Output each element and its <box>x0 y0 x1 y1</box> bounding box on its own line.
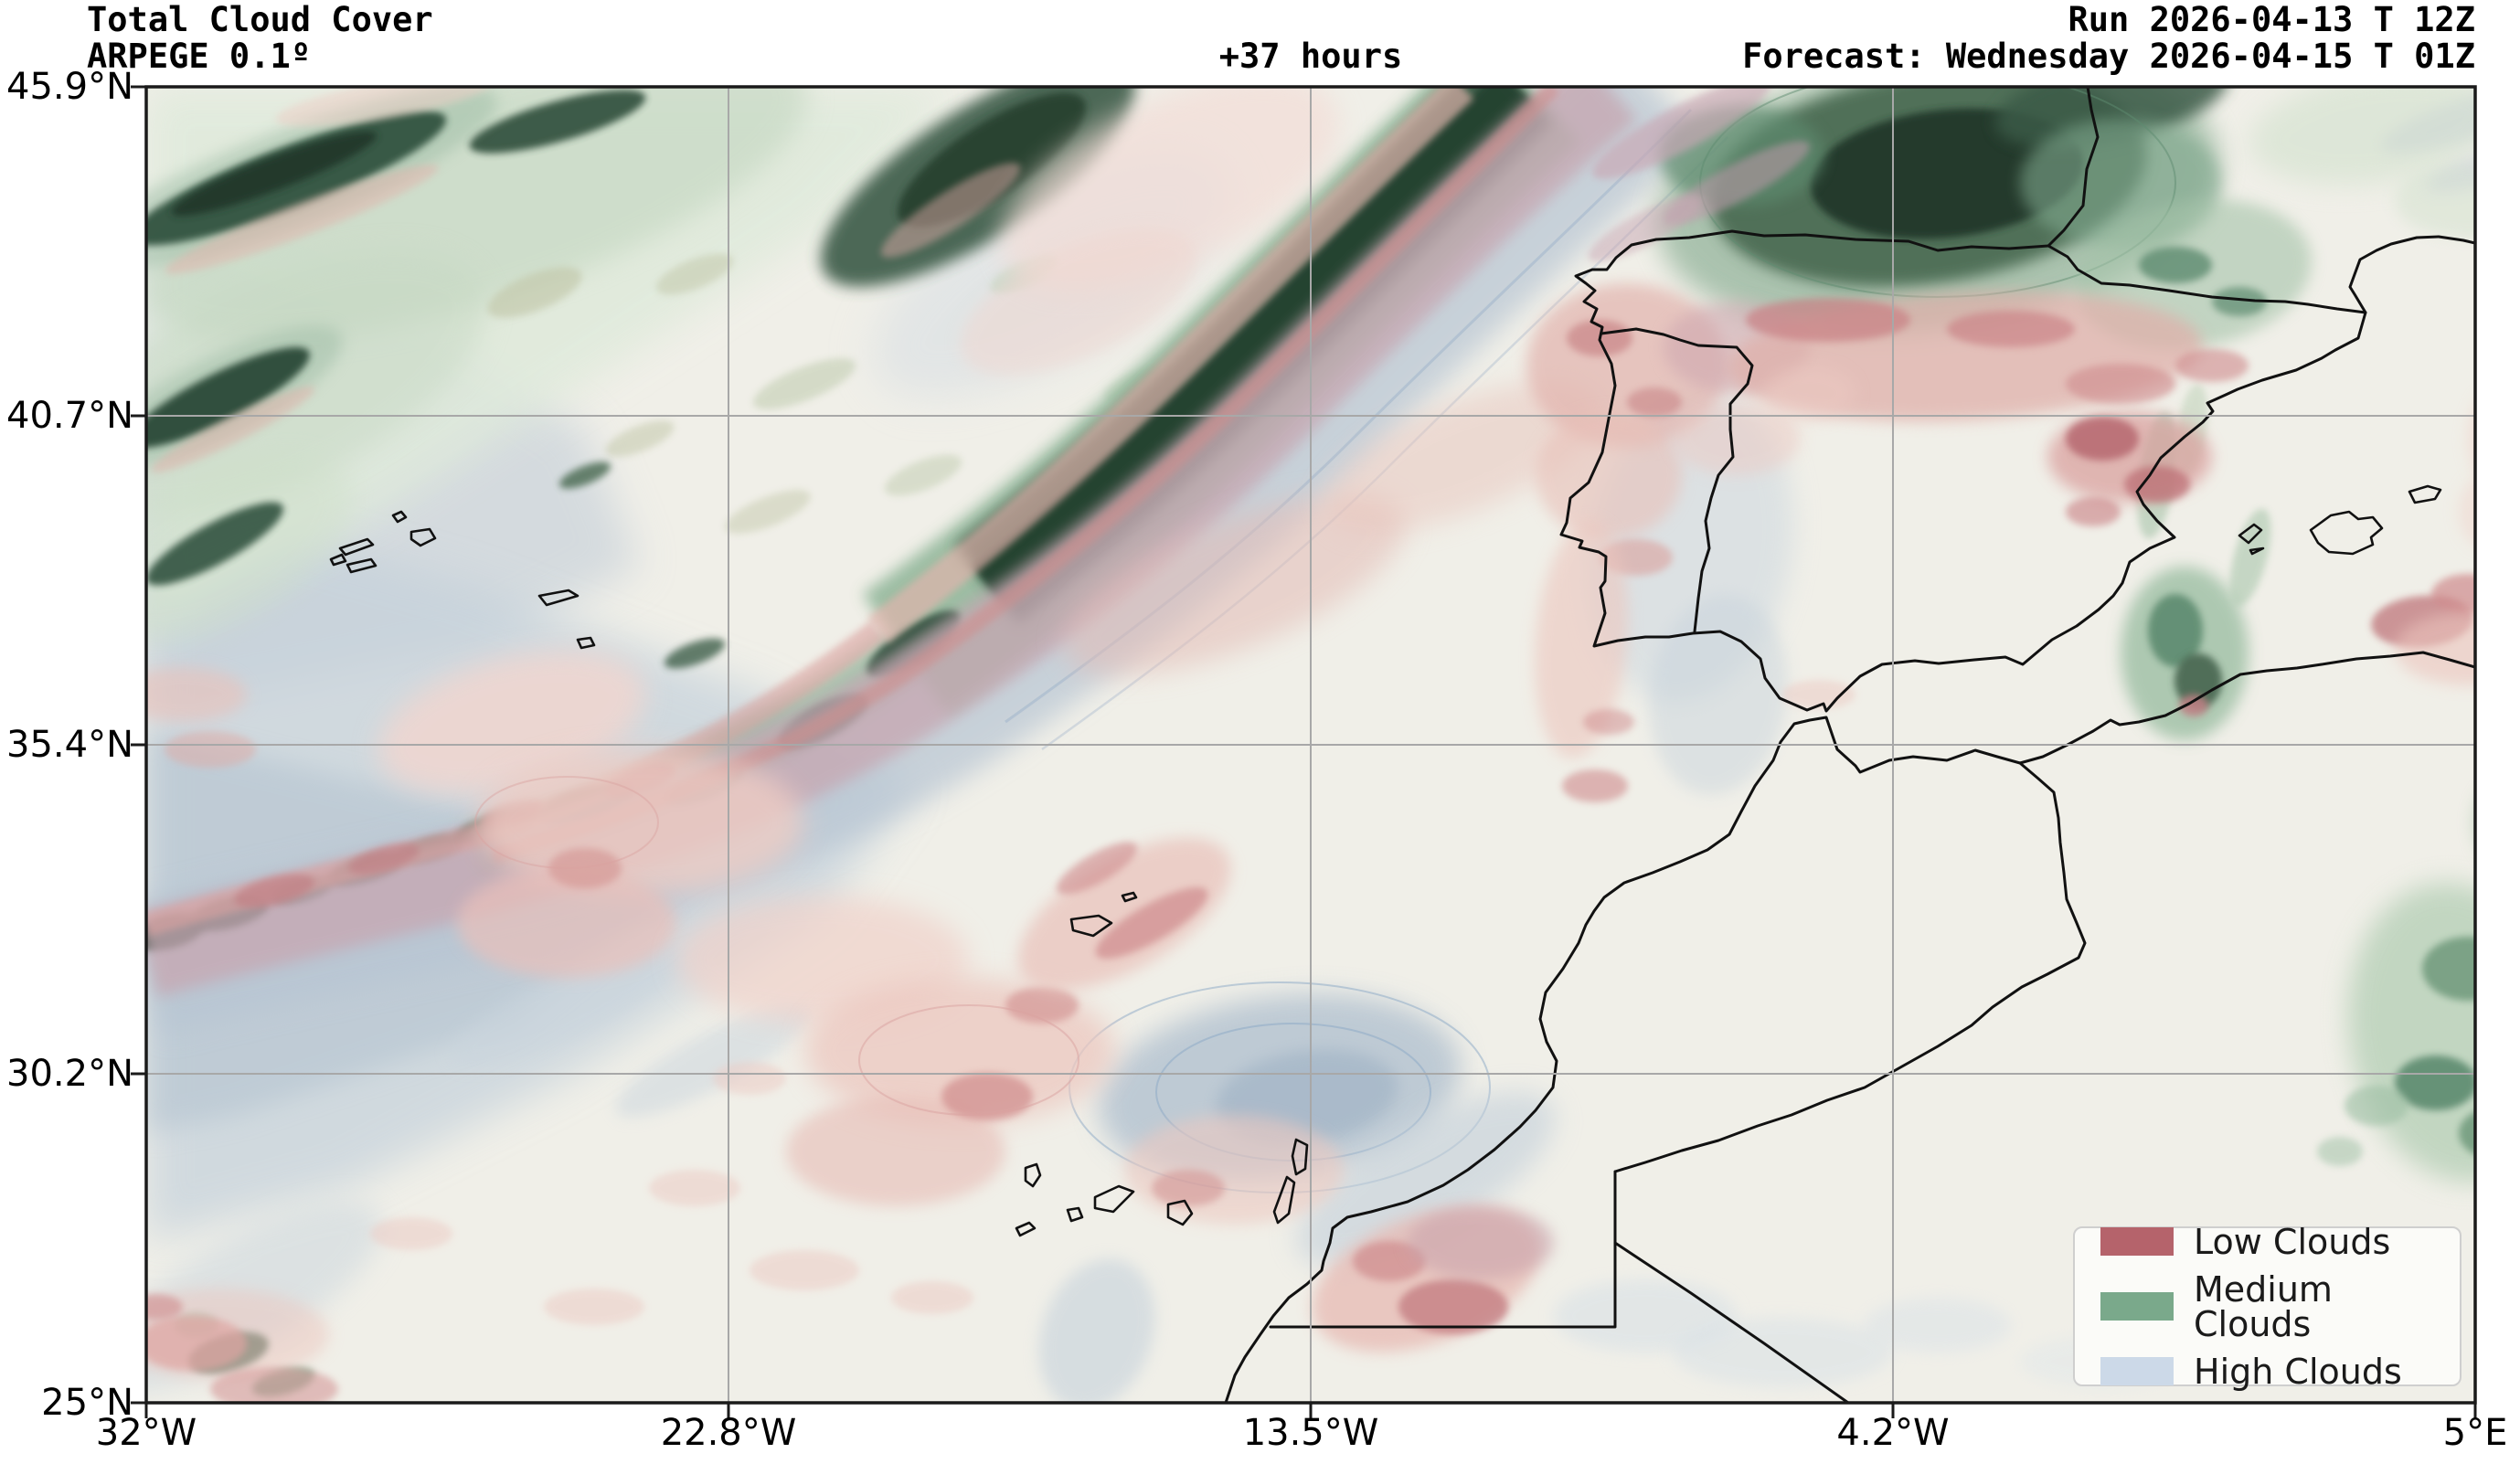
medium-clouds-swatch <box>2100 1292 2174 1321</box>
graticule <box>146 87 2475 1403</box>
cloud-field <box>146 87 2475 1403</box>
legend-item-low-clouds: Low Clouds <box>2100 1225 2460 1259</box>
border-france-spain <box>2047 244 2367 314</box>
lead-time-label: +37 hours <box>1218 37 1403 76</box>
island-madeira <box>1069 891 1138 938</box>
lat-tick-label: 45.9°N <box>6 66 133 108</box>
lat-tick-label: 35.4°N <box>6 724 133 766</box>
lon-tick-label: 4.2°W <box>1836 1412 1950 1454</box>
low-clouds-swatch <box>2100 1227 2174 1256</box>
run-timestamp: Run 2026-04-13 T 12Z <box>2068 0 2475 39</box>
high-clouds-swatch <box>2100 1357 2174 1385</box>
cloud-legend: Low Clouds Medium Clouds High Clouds <box>2073 1225 2462 1389</box>
lat-tick-label: 25°N <box>41 1382 133 1424</box>
legend-item-high-clouds: High Clouds <box>2100 1354 2460 1389</box>
lat-tick-label: 30.2°N <box>6 1053 133 1095</box>
islands-azores <box>329 510 596 650</box>
page-title: Total Cloud Cover <box>87 0 433 39</box>
model-label: ARPEGE 0.1º <box>87 37 312 76</box>
lon-tick-label: 13.5°W <box>1242 1412 1379 1454</box>
coastline-northwest-africa <box>1224 651 2475 1403</box>
legend-item-medium-clouds: Medium Clouds <box>2100 1272 2460 1342</box>
islands-balearic <box>2238 484 2442 556</box>
forecast-timestamp: Forecast: Wednesday 2026-04-15 T 01Z <box>1742 37 2475 76</box>
islands-canary <box>1015 1138 1309 1237</box>
geography-layer <box>329 87 2475 1403</box>
legend-label: Low Clouds <box>2194 1221 2391 1262</box>
coastline-iberia-france <box>1559 87 2475 713</box>
lon-tick-label: 5°E <box>2442 1412 2508 1454</box>
lon-tick-label: 32°W <box>95 1412 197 1454</box>
border-morocco-algeria <box>1613 761 2087 1173</box>
border-algeria-mauritania <box>1613 1241 1850 1403</box>
lon-tick-label: 22.8°W <box>660 1412 797 1454</box>
axis-ticks <box>131 85 2477 1418</box>
lat-tick-label: 40.7°N <box>6 395 133 437</box>
low-clouds-layer <box>146 87 2475 1403</box>
border-western-sahara <box>1269 1170 1617 1329</box>
legend-label: High Clouds <box>2194 1351 2402 1392</box>
legend-label: Medium Clouds <box>2194 1268 2333 1344</box>
